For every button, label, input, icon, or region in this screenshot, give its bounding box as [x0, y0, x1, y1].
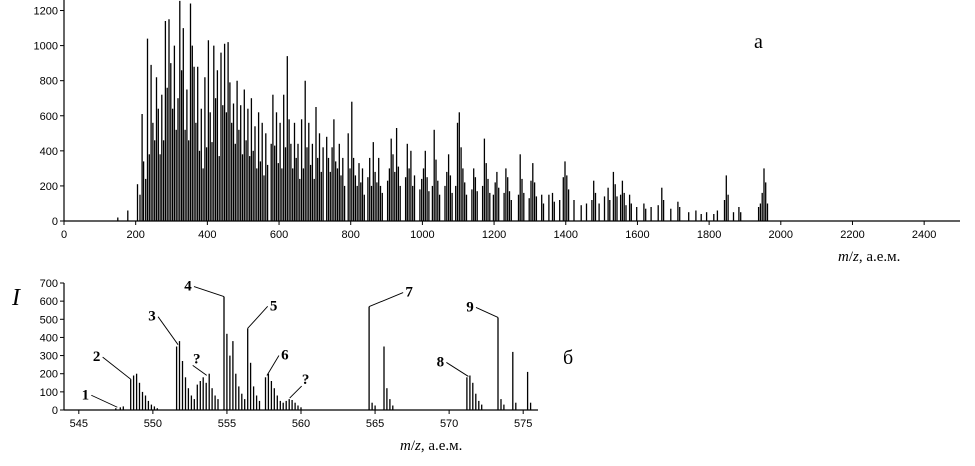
- x-tick-label: 1400: [554, 229, 578, 241]
- y-tick-label: 400: [40, 146, 58, 158]
- peak-leader-line: [157, 316, 179, 345]
- x-tick-label: 545: [70, 418, 88, 430]
- panel-a-spectrum: 0 200 400 600 800 1000 1200 1400 1600 1800 2000 220…: [34, 0, 960, 265]
- y-tick-label: 0: [52, 405, 58, 417]
- peak-label: ?: [193, 351, 201, 367]
- panel-b-y-axis-label: I: [11, 285, 21, 311]
- x-tick-label: 800: [342, 229, 360, 241]
- peak-label: 3: [148, 309, 156, 325]
- panel-a-peaks: [117, 0, 769, 221]
- peak-label: 5: [270, 298, 278, 314]
- y-tick-label: 400: [40, 332, 58, 344]
- x-tick-label: 200: [127, 229, 145, 241]
- y-tick-label: 100: [40, 387, 58, 399]
- x-tick-label: 600: [270, 229, 288, 241]
- x-tick-label: 2200: [840, 229, 864, 241]
- x-tick-label: 575: [514, 418, 532, 430]
- x-tick-label: 1000: [410, 229, 434, 241]
- peak-leader-line: [247, 306, 269, 329]
- y-tick-label: 200: [40, 369, 58, 381]
- x-tick-label: 2000: [769, 229, 793, 241]
- y-tick-label: 1000: [34, 41, 58, 53]
- peak-leader-line: [91, 394, 118, 408]
- y-tick-label: 0: [52, 216, 58, 228]
- y-tick-label: 600: [40, 296, 58, 308]
- y-tick-label: 800: [40, 76, 58, 88]
- x-tick-label: 1800: [697, 229, 721, 241]
- panel-a-x-axis-label: m/z, а.е.м.: [838, 249, 900, 265]
- panel-a-y-ticks: 0 200 400 600 800 1000 1200: [34, 6, 64, 228]
- panel-a-letter: а: [754, 31, 763, 53]
- y-tick-label: 200: [40, 181, 58, 193]
- panel-b-x-ticks: 545 550 555 560 565 570 575: [70, 410, 532, 430]
- peak-leader-line: [289, 385, 302, 399]
- x-tick-label: 2400: [912, 229, 936, 241]
- panel-b-peak-labels: 1 2 3? 4 5 6? 7 8 9: [82, 279, 499, 408]
- peak-label: 9: [466, 299, 474, 315]
- y-tick-label: 500: [40, 314, 58, 326]
- y-tick-label: 700: [40, 278, 58, 290]
- peak-leader-line: [193, 286, 225, 298]
- peak-leader-line: [446, 362, 469, 377]
- y-tick-label: 600: [40, 111, 58, 123]
- x-tick-label: 1600: [625, 229, 649, 241]
- x-tick-label: 1200: [482, 229, 506, 241]
- peak-label: ?: [302, 372, 310, 388]
- panel-b-x-axis-label: m/z, а.е.м.: [400, 438, 462, 454]
- peak-leader-line: [368, 292, 404, 308]
- peak-leader-line: [266, 355, 280, 376]
- panel-b-y-ticks: 0 100 200 300 400 500 600 700: [40, 278, 64, 417]
- x-tick-label: 550: [144, 418, 162, 430]
- x-tick-label: 555: [218, 418, 236, 430]
- panel-b-spectrum: 1 2 3? 4 5 6? 7 8 9 545 550 555 560 565 570 575 0 100 20…: [11, 278, 573, 454]
- x-tick-label: 570: [440, 418, 458, 430]
- y-tick-label: 300: [40, 351, 58, 363]
- peak-label: 2: [93, 349, 101, 365]
- x-tick-label: 560: [292, 418, 310, 430]
- x-tick-label: 565: [366, 418, 384, 430]
- peak-leader-line: [192, 364, 207, 376]
- peak-label: 6: [281, 348, 289, 364]
- panel-a-x-ticks: 0 200 400 600 800 1000 1200 1400 1600 1800 2000 220…: [61, 221, 936, 241]
- x-tick-label: 400: [198, 229, 216, 241]
- peak-label: 8: [437, 354, 445, 370]
- x-tick-label: 0: [61, 229, 67, 241]
- panel-b-letter: б: [563, 347, 573, 369]
- peak-leader-line: [102, 356, 131, 380]
- panel-b-peaks: [115, 296, 532, 410]
- peak-label: 4: [184, 279, 192, 295]
- peak-label: 7: [405, 285, 413, 301]
- peak-leader-line: [475, 307, 499, 318]
- y-tick-label: 1200: [34, 6, 58, 18]
- peak-label: 1: [82, 387, 90, 403]
